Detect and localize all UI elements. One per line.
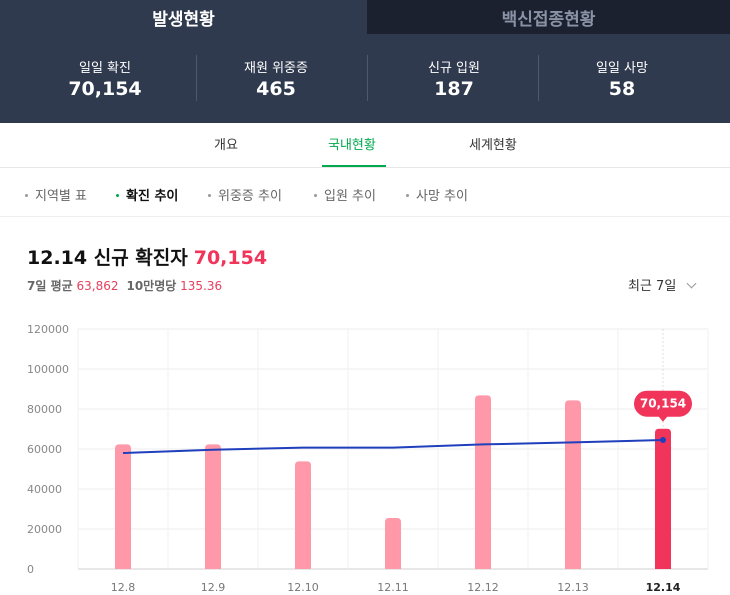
bar (475, 395, 491, 569)
tab-overview[interactable]: 개요 (214, 138, 238, 153)
x-tick-label: 12.14 (646, 581, 681, 594)
y-tick-label: 120000 (27, 323, 69, 336)
y-tick-label: 0 (27, 563, 34, 576)
stat-value: 70,154 (68, 78, 142, 100)
stat-daily-confirmed: 일일 확진 70,154 (14, 34, 196, 123)
filter-critical-trend[interactable]: 위중증 추이 (208, 185, 282, 204)
filter-label: 사망 추이 (416, 189, 468, 204)
range-dropdown[interactable]: 최근 7일 (628, 275, 697, 294)
stat-label: 재원 위중증 (244, 61, 308, 76)
filter-label: 지역별 표 (35, 189, 87, 204)
bar (295, 461, 311, 569)
filter-label: 확진 추이 (126, 189, 179, 204)
tab-domestic[interactable]: 국내현황 (328, 138, 376, 153)
filter-label: 입원 추이 (324, 189, 376, 204)
sub-tab-bar: 개요 국내현황 세계현황 (0, 123, 730, 168)
stat-label: 신규 입원 (428, 61, 480, 76)
confirmed-trend-chart: 0 20000 40000 60000 80000 100000 120000 70,154 1… (27, 323, 709, 594)
bullet-icon (406, 194, 409, 197)
stat-value: 187 (434, 78, 474, 100)
chevron-down-icon (686, 278, 697, 289)
bar (385, 518, 401, 569)
per-capita-label: 10만명당 (126, 279, 177, 293)
headline-title: 12.14 신규 확진자 (27, 247, 188, 269)
value-bubble (634, 390, 692, 417)
bar (115, 444, 131, 569)
stats-panel: 일일 확진 70,154 재원 위중증 465 신규 입원 187 일일 사망 … (0, 34, 730, 123)
stat-divider (367, 55, 368, 101)
bullet-icon (208, 194, 211, 197)
avg-value: 63,862 (76, 279, 119, 293)
x-tick-label: 12.13 (557, 581, 589, 594)
stat-daily-deaths: 일일 사망 58 (531, 34, 713, 123)
stat-value: 465 (256, 78, 296, 100)
x-tick-label: 12.8 (111, 581, 136, 594)
stat-label: 일일 사망 (596, 61, 648, 76)
stat-new-hospitalized: 신규 입원 187 (363, 34, 545, 123)
value-bubble-label: 70,154 (640, 397, 686, 411)
y-tick-label: 20000 (27, 523, 62, 536)
filter-death-trend[interactable]: 사망 추이 (406, 185, 468, 204)
filter-label: 위중증 추이 (218, 189, 282, 204)
x-tick-label: 12.12 (467, 581, 499, 594)
y-tick-label: 100000 (27, 363, 69, 376)
value-bubble-pointer (658, 415, 668, 422)
chart-headline: 12.14 신규 확진자 70,154 (27, 243, 267, 270)
y-tick-label: 60000 (27, 443, 62, 456)
chart-subline: 7일 평균 63,862 10만명당 135.36 (27, 277, 230, 294)
stat-divider (538, 55, 539, 101)
filter-hospitalized-trend[interactable]: 입원 추이 (314, 185, 376, 204)
y-tick-label: 80000 (27, 403, 62, 416)
filter-confirmed-trend[interactable]: 확진 추이 (116, 185, 178, 204)
range-label: 최근 7일 (628, 279, 677, 294)
tab-outbreak-status[interactable]: 발생현황 (0, 0, 367, 34)
x-tick-label: 12.10 (287, 581, 319, 594)
filter-region-table[interactable]: 지역별 표 (25, 185, 87, 204)
stat-critical: 재원 위중증 465 (185, 34, 367, 123)
top-tab-bar: 발생현황 백신접종현황 (0, 0, 730, 34)
stat-label: 일일 확진 (79, 61, 131, 76)
filter-bar: 지역별 표 확진 추이 위중증 추이 입원 추이 사망 추이 (0, 168, 730, 217)
stat-value: 58 (608, 78, 636, 100)
per-capita-value: 135.36 (180, 279, 223, 293)
bar (205, 444, 221, 569)
avg-label: 7일 평균 (27, 279, 73, 293)
x-tick-label: 12.11 (377, 581, 409, 594)
avg-line-point (660, 437, 666, 443)
stat-divider (196, 55, 197, 101)
bullet-icon (314, 194, 317, 197)
active-tab-indicator (322, 165, 386, 167)
avg-line (122, 439, 664, 454)
y-tick-label: 40000 (27, 483, 62, 496)
bullet-icon (25, 194, 28, 197)
tab-world[interactable]: 세계현황 (469, 138, 517, 153)
x-tick-label: 12.9 (201, 581, 226, 594)
tab-vaccination-status[interactable]: 백신접종현황 (367, 0, 730, 34)
bar (655, 428, 671, 569)
bar (565, 400, 581, 569)
headline-value: 70,154 (193, 247, 268, 269)
bullet-icon (116, 194, 119, 197)
